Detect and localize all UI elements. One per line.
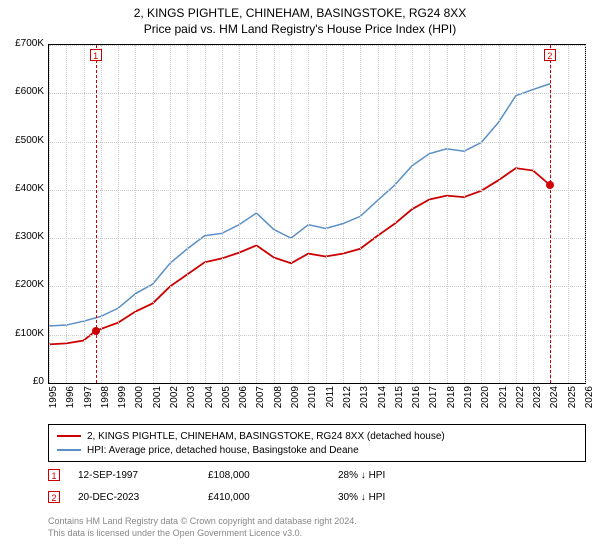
x-axis-label: 1997 — [83, 386, 94, 416]
table-row: 1 12-SEP-1997 £108,000 28% ↓ HPI — [48, 464, 586, 486]
chart-lines-svg — [49, 45, 585, 383]
x-axis-label: 1999 — [117, 386, 128, 416]
footer-line: Contains HM Land Registry data © Crown c… — [48, 516, 586, 528]
chart-title: 2, KINGS PIGHTLE, CHINEHAM, BASINGSTOKE,… — [0, 0, 600, 20]
chart-subtitle: Price paid vs. HM Land Registry's House … — [0, 20, 600, 40]
x-axis-label: 2019 — [463, 386, 474, 416]
y-axis-label: £600K — [4, 86, 44, 97]
x-axis-label: 2011 — [325, 386, 336, 416]
y-axis-label: £500K — [4, 135, 44, 146]
y-axis-label: £300K — [4, 231, 44, 242]
table-row: 2 20-DEC-2023 £410,000 30% ↓ HPI — [48, 486, 586, 508]
transaction-price: £108,000 — [208, 470, 338, 481]
x-axis-label: 2002 — [169, 386, 180, 416]
footer-line: This data is licensed under the Open Gov… — [48, 528, 586, 540]
x-axis-label: 2000 — [134, 386, 145, 416]
x-axis-label: 1996 — [65, 386, 76, 416]
x-axis-label: 2018 — [446, 386, 457, 416]
footer-attribution: Contains HM Land Registry data © Crown c… — [48, 516, 586, 539]
x-axis-label: 2023 — [532, 386, 543, 416]
x-axis-label: 2010 — [307, 386, 318, 416]
x-axis-label: 2008 — [273, 386, 284, 416]
transaction-diff: 28% ↓ HPI — [338, 470, 468, 481]
x-axis-label: 2007 — [255, 386, 266, 416]
y-axis-label: £400K — [4, 183, 44, 194]
x-axis-label: 2015 — [394, 386, 405, 416]
chart-marker-dot — [92, 327, 100, 335]
transactions-table: 1 12-SEP-1997 £108,000 28% ↓ HPI 2 20-DE… — [48, 464, 586, 508]
transaction-marker: 2 — [48, 491, 60, 503]
legend-label: 2, KINGS PIGHTLE, CHINEHAM, BASINGSTOKE,… — [87, 431, 445, 442]
x-axis-label: 2025 — [567, 386, 578, 416]
x-axis-label: 2017 — [428, 386, 439, 416]
transaction-date: 20-DEC-2023 — [78, 492, 208, 503]
y-axis-label: £100K — [4, 328, 44, 339]
legend-item: 2, KINGS PIGHTLE, CHINEHAM, BASINGSTOKE,… — [57, 429, 577, 443]
x-axis-label: 2012 — [342, 386, 353, 416]
legend-swatch — [57, 449, 81, 451]
x-axis-label: 1998 — [100, 386, 111, 416]
legend-item: HPI: Average price, detached house, Basi… — [57, 443, 577, 457]
legend-label: HPI: Average price, detached house, Basi… — [87, 445, 359, 456]
x-axis-label: 2014 — [377, 386, 388, 416]
x-axis-label: 2006 — [238, 386, 249, 416]
chart-container: 2, KINGS PIGHTLE, CHINEHAM, BASINGSTOKE,… — [0, 0, 600, 560]
legend: 2, KINGS PIGHTLE, CHINEHAM, BASINGSTOKE,… — [48, 424, 586, 462]
x-axis-label: 2021 — [498, 386, 509, 416]
legend-swatch — [57, 435, 81, 437]
transaction-marker: 1 — [48, 469, 60, 481]
y-axis-label: £700K — [4, 38, 44, 49]
transaction-price: £410,000 — [208, 492, 338, 503]
transaction-diff: 30% ↓ HPI — [338, 492, 468, 503]
chart-marker-dot — [546, 181, 554, 189]
x-axis-label: 2020 — [480, 386, 491, 416]
x-axis-label: 2005 — [221, 386, 232, 416]
y-axis-label: £200K — [4, 279, 44, 290]
x-axis-label: 1995 — [48, 386, 59, 416]
x-axis-label: 2026 — [584, 386, 595, 416]
y-axis-label: £0 — [4, 376, 44, 387]
x-axis-label: 2004 — [204, 386, 215, 416]
chart-marker-box: 1 — [90, 49, 102, 61]
x-axis-label: 2013 — [359, 386, 370, 416]
x-axis-label: 2003 — [186, 386, 197, 416]
x-axis-label: 2022 — [515, 386, 526, 416]
chart-plot-area: 12 — [48, 44, 586, 384]
chart-marker-box: 2 — [544, 49, 556, 61]
x-axis-label: 2016 — [411, 386, 422, 416]
x-axis-label: 2001 — [152, 386, 163, 416]
transaction-date: 12-SEP-1997 — [78, 470, 208, 481]
x-axis-label: 2024 — [549, 386, 560, 416]
x-axis-label: 2009 — [290, 386, 301, 416]
